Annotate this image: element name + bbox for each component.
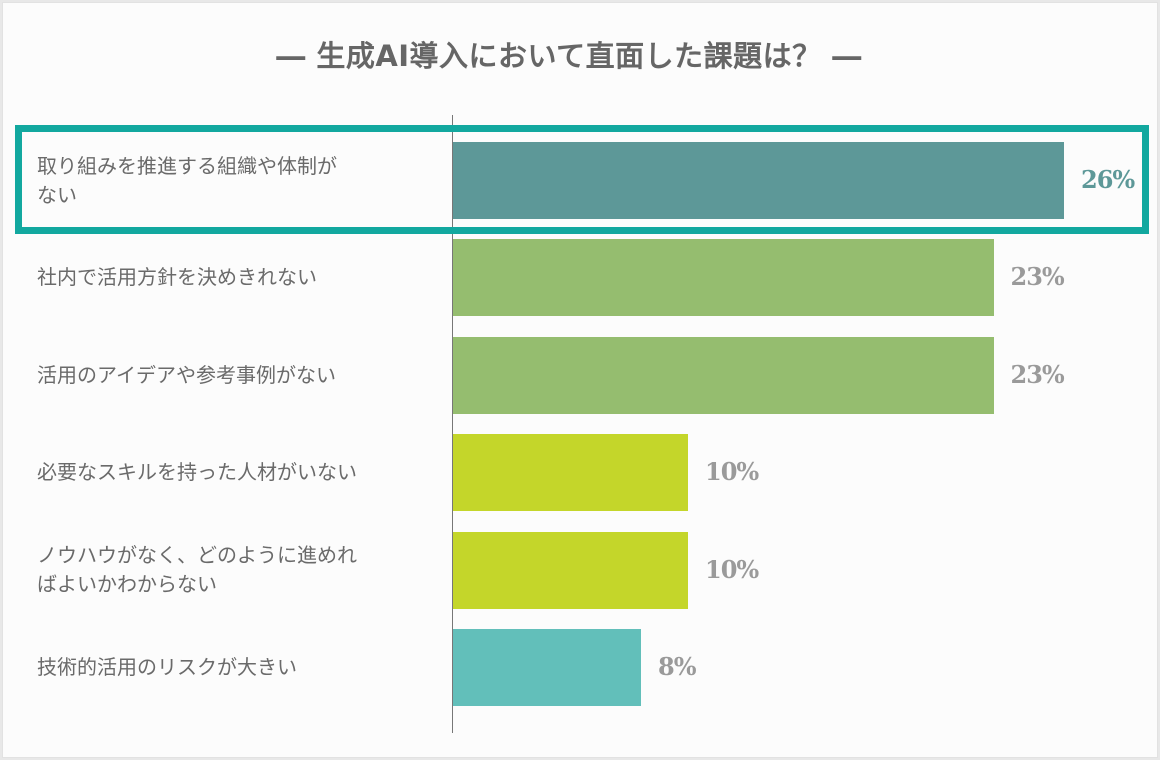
value-label: 10% (705, 457, 759, 487)
bar (453, 531, 688, 609)
bar (453, 142, 1064, 219)
category-label: 必要なスキルを持った人材がいない (37, 434, 437, 511)
bar (453, 629, 641, 706)
category-label-line: 技術的活用のリスクが大きい (37, 655, 297, 679)
category-label-line: 活用のアイデアや参考事例がない (37, 362, 336, 387)
value-label: 23% (1010, 262, 1065, 292)
category-label-line: 必要なスキルを持った人材がいない (37, 460, 357, 485)
bar (453, 239, 994, 317)
value-label: 26% (1081, 165, 1135, 194)
category-label-line: 社内で活用方針を決めきれない (37, 265, 317, 290)
category-label: 取り組みを推進する組織や体制が ない (37, 142, 437, 219)
highlight-box (15, 125, 1149, 234)
category-label: 技術的活用のリスクが大きい (37, 629, 437, 706)
category-label-line: ばよいかわからない (37, 572, 217, 597)
y-axis-line (452, 115, 453, 733)
category-label-line: ない (37, 182, 77, 207)
category-label: ノウハウがなく、どのように進めれ ばよいかわからない (37, 532, 437, 609)
category-label: 活用のアイデアや参考事例がない (37, 337, 437, 414)
bar (453, 434, 688, 512)
category-label-line: ノウハウがなく、どのように進めれ (37, 543, 357, 568)
chart-title: ― 生成AI導入において直面した課題は？ ― (276, 39, 862, 73)
category-label: 社内で活用方針を決めきれない (37, 239, 437, 316)
value-label: 10% (705, 554, 759, 584)
value-label: 23% (1010, 359, 1065, 389)
category-label-line: 取り組みを推進する組織や体制が (37, 153, 337, 178)
value-label: 8% (658, 652, 697, 681)
bar (453, 336, 994, 414)
